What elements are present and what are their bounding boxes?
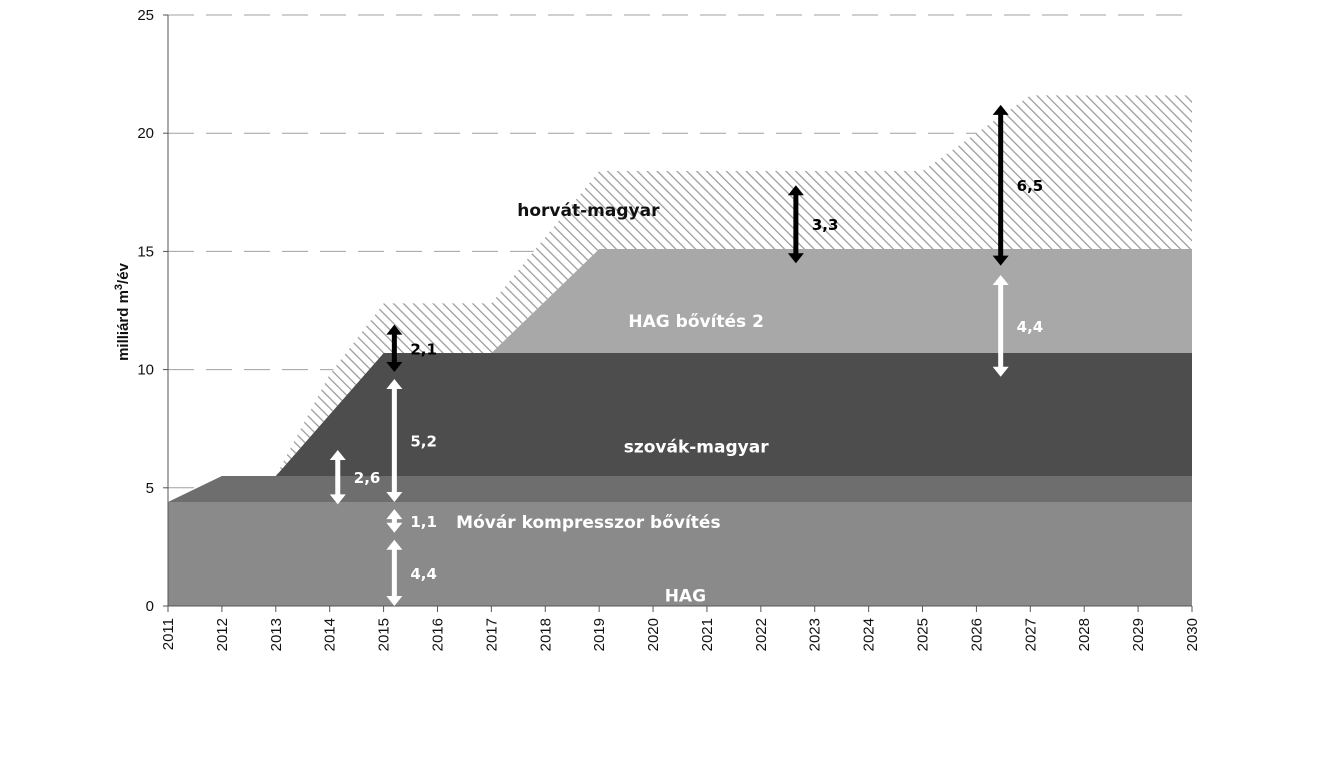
area-series-4 [168,95,1192,502]
area-series-2 [168,353,1192,502]
x-tick-label: 2027 [1022,618,1039,651]
arrow-head-down [386,596,403,606]
arrow-head-down [329,494,346,505]
x-tick-labels: 2011 2012 2013 2014 2015 2016 2017 2018 2019 2020… [160,618,1201,651]
arrow-head-down [992,255,1009,266]
value-arrow: 3,3 [787,185,839,264]
x-tick-label: 2014 [322,618,339,651]
x-tick-label: 2025 [915,618,932,651]
value-arrow: 5,2 [386,379,437,502]
area-label-2: szovák-magyar [624,437,770,457]
area-label-0: HAG [665,586,706,606]
x-tick-label: 2023 [807,618,824,651]
y-tick-label: 15 [137,243,154,260]
arrow-head-up [787,185,804,196]
axes [163,14,1193,612]
arrow-head-up [992,275,1009,286]
x-tick-label: 2012 [214,618,231,651]
x-tick-label: 2015 [376,618,393,651]
arrow-value-label: 3,3 [812,216,839,234]
arrow-head-up [992,104,1009,115]
x-tick-label: 2026 [968,618,985,651]
x-tick-label: 2028 [1076,618,1093,651]
arrow-head-down [386,361,403,372]
value-arrow: 4,4 [386,539,437,606]
arrow-head-down [992,366,1009,377]
value-arrow: 6,5 [992,104,1044,266]
value-arrow: 1,1 [386,509,437,533]
arrow-value-label: 2,1 [410,340,437,358]
arrow-value-label: 2,6 [354,469,381,487]
arrow-head-up [386,539,403,550]
x-tick-label: 2020 [645,618,662,651]
arrow-head-down [386,491,403,502]
x-tick-label: 2019 [591,618,608,651]
arrow-value-label: 5,2 [410,433,437,451]
arrow-head-up [386,379,403,390]
area-layers [168,95,1192,606]
arrow-value-label: 4,4 [410,565,437,583]
x-tick-label: 2013 [268,618,285,651]
x-tick-label: 2016 [429,618,446,651]
arrow-head-up [386,509,403,520]
area-label-3: HAG bővítés 2 [628,312,764,332]
arrow-head-up [386,324,403,335]
y-tick-label: 5 [146,480,154,497]
x-tick-label: 2030 [1184,618,1201,651]
arrow-value-label: 4,4 [1017,318,1044,336]
y-axis-label: milliárd m3/év [113,262,132,360]
arrow-head-down [386,522,403,533]
arrow-value-label: 1,1 [410,513,437,531]
y-tick-label: 0 [146,598,154,615]
y-tick-label: 25 [137,7,154,24]
x-tick-label: 2029 [1130,618,1147,651]
y-tick-label: 10 [137,362,154,379]
arrow-head-up [329,449,346,460]
arrow-head-down [787,253,804,264]
x-tick-label: 2022 [753,618,770,651]
value-arrow: 4,4 [992,275,1044,377]
area-series-3 [168,249,1192,502]
area-series-1 [168,475,1192,502]
x-tick-label: 2011 [160,618,177,650]
x-tick-label: 2018 [537,618,554,651]
value-arrows: 4,4 1,1 5,2 2,1 2,6 3,3 6,5 4,4 [329,104,1044,606]
x-tick-label: 2021 [699,618,716,651]
area-label-1: Móvár kompresszor bővítés [456,513,720,533]
area-labels: HAG Móvár kompresszor bővítés szovák-magya… [456,201,769,606]
area-series-0 [168,501,1192,606]
area-label-4: horvát-magyar [517,201,660,221]
y-tick-label: 20 [137,125,154,142]
x-tick-label: 2017 [483,618,500,651]
y-tick-labels: 0 5 10 15 20 25 [137,7,154,615]
x-tick-label: 2024 [861,618,878,651]
value-arrow: 2,1 [386,324,437,372]
value-arrow: 2,6 [329,449,381,505]
arrow-value-label: 6,5 [1017,177,1044,195]
